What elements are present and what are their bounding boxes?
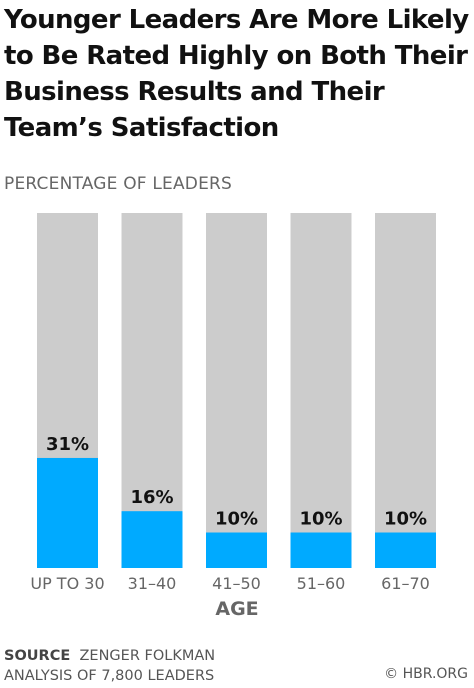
value-label: 10% <box>384 509 427 530</box>
bar <box>206 532 267 568</box>
bar-chart: 31% 16% 10% 10% 10% UP TO 30 31–40 41–50 51–60 6… <box>30 213 436 593</box>
bar <box>121 511 183 568</box>
bar-track <box>375 213 436 568</box>
x-axis-label: AGE <box>215 598 259 620</box>
chart-title: Younger Leaders Are More Likely to Be Ra… <box>4 5 469 143</box>
value-label: 10% <box>215 509 258 530</box>
category-label: 61–70 <box>381 574 430 593</box>
category-label: 51–60 <box>297 574 346 593</box>
category-label: UP TO 30 <box>30 574 104 593</box>
bar <box>290 532 352 568</box>
bar-track <box>121 213 183 568</box>
source-line-1: ZENGER FOLKMAN <box>79 648 216 664</box>
bar-track <box>290 213 352 568</box>
bar <box>37 457 98 568</box>
source-note: SOURCE ZENGER FOLKMAN ANALYSIS OF 7,800 … <box>4 646 215 686</box>
source-label: SOURCE <box>4 648 71 664</box>
value-label: 10% <box>299 509 342 530</box>
value-label: 16% <box>130 487 173 508</box>
category-label: 31–40 <box>128 574 177 593</box>
category-label: 41–50 <box>212 574 261 593</box>
hbr-credit: © HBR.ORG <box>384 666 468 682</box>
value-label: 31% <box>46 434 89 455</box>
bar-track <box>206 213 267 568</box>
bar <box>375 532 436 568</box>
y-axis-label: PERCENTAGE OF LEADERS <box>4 174 233 194</box>
source-line-2: ANALYSIS OF 7,800 LEADERS <box>4 668 215 684</box>
